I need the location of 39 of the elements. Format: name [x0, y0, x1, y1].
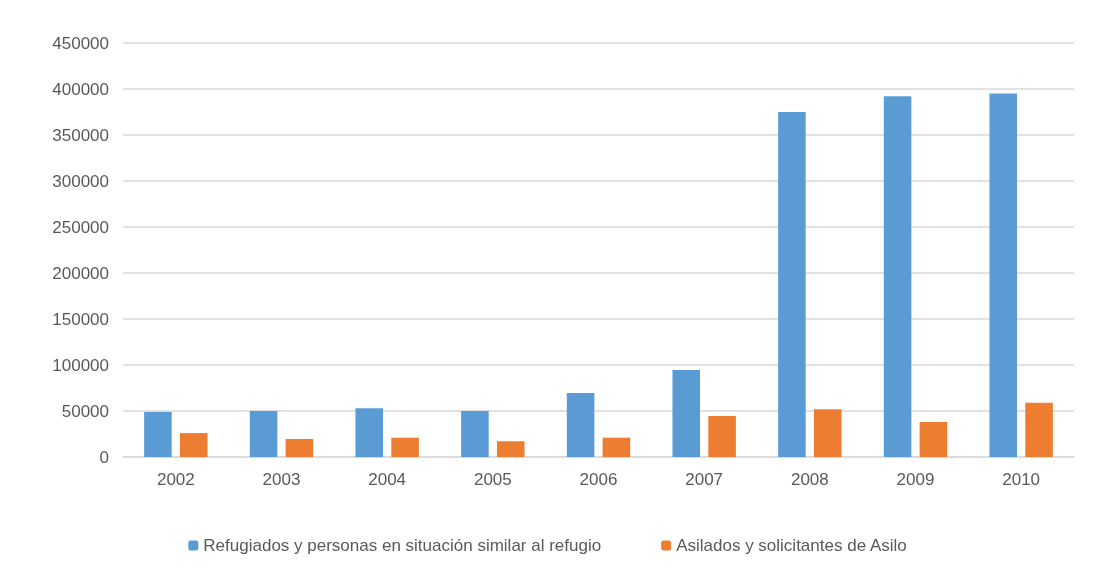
x-tick-label: 2009	[896, 470, 935, 489]
x-tick-label: 2008	[790, 470, 829, 489]
bar	[496, 441, 525, 457]
y-tick-label: 50000	[61, 401, 109, 421]
y-tick-label: 350000	[52, 125, 109, 145]
bar	[883, 96, 912, 457]
bar	[285, 439, 314, 457]
bar	[179, 433, 208, 457]
x-tick-label: 2007	[685, 470, 724, 489]
y-tick-label: 450000	[52, 33, 109, 53]
bar	[1025, 402, 1053, 457]
x-tick-label: 2010	[1002, 470, 1041, 489]
y-tick-label: 250000	[52, 217, 109, 237]
bar	[813, 409, 842, 457]
bar	[355, 408, 384, 457]
bar	[602, 437, 631, 457]
bar	[249, 411, 278, 457]
x-tick-label: 2002	[156, 470, 195, 489]
x-tick-label: 2005	[473, 470, 512, 489]
legend-label: Refugiados y personas en situación similar al refugio	[203, 536, 602, 555]
bar	[989, 93, 1018, 457]
x-tick-label: 2006	[579, 470, 618, 489]
bar	[391, 437, 419, 457]
bar	[672, 370, 701, 457]
bar	[461, 411, 489, 457]
x-tick-label: 2003	[262, 470, 301, 489]
bar	[778, 112, 806, 457]
bar	[708, 416, 736, 457]
legend-label: Asilados y solicitantes de Asilo	[676, 536, 907, 555]
bar	[566, 393, 595, 457]
y-tick-label: 200000	[52, 263, 109, 283]
x-tick-label: 2004	[368, 470, 407, 489]
bar	[919, 422, 948, 457]
y-tick-label: 100000	[52, 355, 109, 375]
y-tick-label: 150000	[52, 309, 109, 329]
y-tick-label: 400000	[52, 79, 109, 99]
y-tick-label: 300000	[52, 171, 109, 191]
bar	[144, 411, 172, 457]
y-tick-label: 0	[99, 447, 109, 467]
